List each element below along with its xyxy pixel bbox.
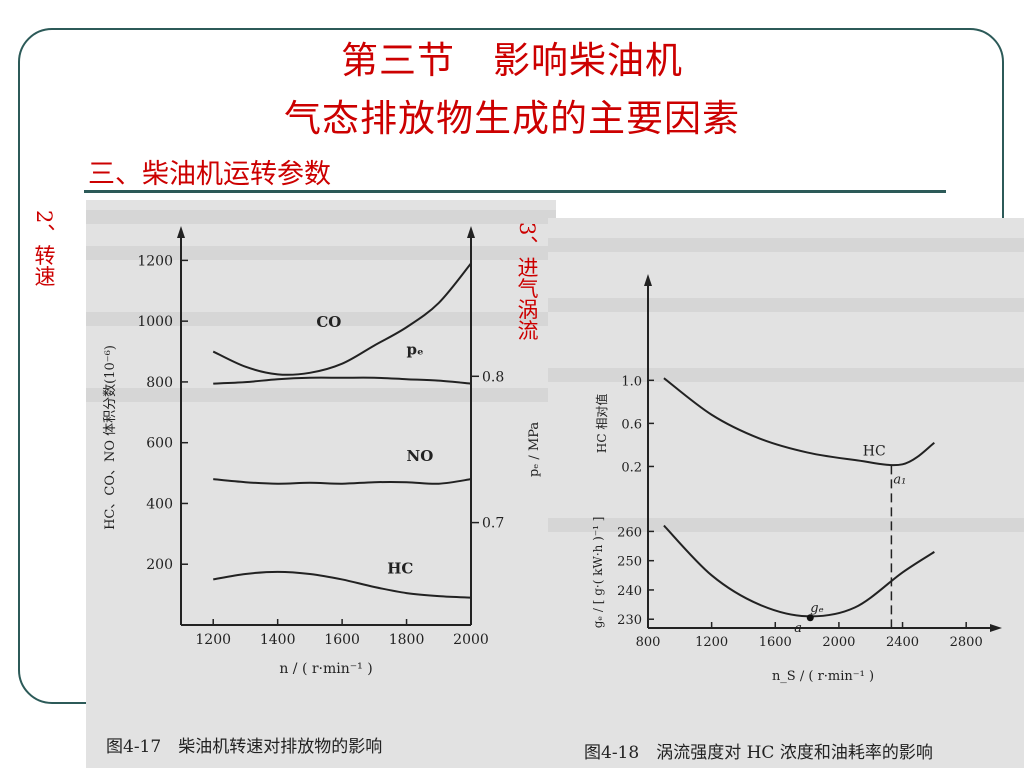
x-tick-label: 800 xyxy=(636,635,661,650)
scan-texture xyxy=(86,312,556,326)
y-tick-label: 800 xyxy=(146,375,173,391)
scan-texture xyxy=(86,246,556,260)
figure-417-caption: 图4-17 柴油机转速对排放物的影响 xyxy=(106,737,383,757)
y-tick-label-top: 0.6 xyxy=(621,417,642,432)
series-label-pₑ: pₑ xyxy=(407,340,424,358)
side-label-speed: 2、转速 xyxy=(32,210,56,287)
y-tick-label: 200 xyxy=(146,557,173,573)
x-tick-label: 1400 xyxy=(260,632,296,648)
figure-417-scan: 200 400 600 800 1000 1200 1200 1400 1600 1800 2000… xyxy=(86,200,556,768)
figure-418-chart: 1.0 0.6 0.2 260 250 240 230 800 1200 1600 2000 2400… xyxy=(591,274,1002,684)
point-a-label: a xyxy=(794,621,802,636)
figure-418-scan: 1.0 0.6 0.2 260 250 240 230 800 1200 1600 2000 2400… xyxy=(548,218,1024,768)
scan-texture xyxy=(548,238,1024,252)
x-tick-label: 2000 xyxy=(453,632,489,648)
y-tick-label: 1000 xyxy=(137,314,173,330)
section-heading: 三、柴油机运转参数 xyxy=(88,159,331,190)
point-a-marker xyxy=(806,614,814,622)
y-axis-label: HC、CO、NO 体积分数(10⁻⁶) xyxy=(103,345,118,530)
y2-tick-label: 0.7 xyxy=(482,516,504,532)
y-axis-label-bottom: gₑ / [ g·( kW·h )⁻¹ ] xyxy=(591,516,605,628)
y-tick-label: 600 xyxy=(146,436,173,452)
series-line-NO xyxy=(213,478,472,485)
series-line-gₑ xyxy=(663,524,935,618)
y-tick-label-top: 0.2 xyxy=(621,460,642,475)
series-label-CO: CO xyxy=(316,313,341,331)
series-label-NO: NO xyxy=(407,447,434,465)
x-tick-label: 2000 xyxy=(822,635,855,650)
y-tick-label-bottom: 260 xyxy=(617,525,642,540)
x-tick-label: 2400 xyxy=(886,635,919,650)
series-line-CO xyxy=(212,262,472,376)
x-tick-label: 1600 xyxy=(759,635,792,650)
y-axis-label-top: HC 相对值 xyxy=(594,394,609,453)
side-label-turbo: 3、进气涡流 xyxy=(515,222,539,341)
y2-tick-label: 0.8 xyxy=(482,369,504,385)
y-tick-label-top: 1.0 xyxy=(621,374,642,389)
x-tick-label: 1200 xyxy=(695,635,728,650)
x-axis-label: n / ( r·min⁻¹ ) xyxy=(279,661,372,677)
scan-texture xyxy=(548,298,1024,312)
figure-417-chart: 200 400 600 800 1000 1200 1200 1400 1600 1800 2000… xyxy=(103,226,542,677)
y-axis-arrow xyxy=(644,274,652,286)
scan-texture xyxy=(548,368,1024,382)
scan-texture xyxy=(86,210,556,224)
y-tick-label-bottom: 250 xyxy=(617,555,642,570)
y-axis-arrow xyxy=(177,226,185,238)
x-axis-arrow xyxy=(990,624,1002,632)
x-tick-label: 1800 xyxy=(389,632,425,648)
slide-title-line2: 气态排放物生成的主要因素 xyxy=(284,97,740,140)
slide-title-line1: 第三节 影响柴油机 xyxy=(341,39,683,82)
y-tick-label-bottom: 240 xyxy=(617,584,642,599)
heading-rule xyxy=(84,190,946,193)
series-line-pₑ xyxy=(213,376,472,385)
y-tick-label: 1200 xyxy=(137,253,173,269)
figure-418-caption: 图4-18 涡流强度对 HC 浓度和油耗率的影响 xyxy=(584,743,933,763)
series-line-HC xyxy=(663,377,935,467)
point-a1-label: a₁ xyxy=(893,472,906,487)
y-tick-label: 400 xyxy=(146,496,173,512)
series-label-HC: HC xyxy=(387,559,413,577)
x-axis-label: n_S / ( r·min⁻¹ ) xyxy=(772,669,874,684)
series-line-HC xyxy=(213,570,472,599)
x-tick-label: 1600 xyxy=(324,632,360,648)
y2-axis-arrow xyxy=(467,226,475,238)
y-tick-label-bottom: 230 xyxy=(617,613,642,628)
series-label-HC: HC xyxy=(863,444,886,460)
scan-texture xyxy=(86,388,556,402)
series-label-ge: gₑ xyxy=(810,601,823,616)
x-tick-label: 1200 xyxy=(195,632,231,648)
y2-axis-label: pₑ / MPa xyxy=(527,422,542,477)
x-tick-label: 2800 xyxy=(950,635,983,650)
